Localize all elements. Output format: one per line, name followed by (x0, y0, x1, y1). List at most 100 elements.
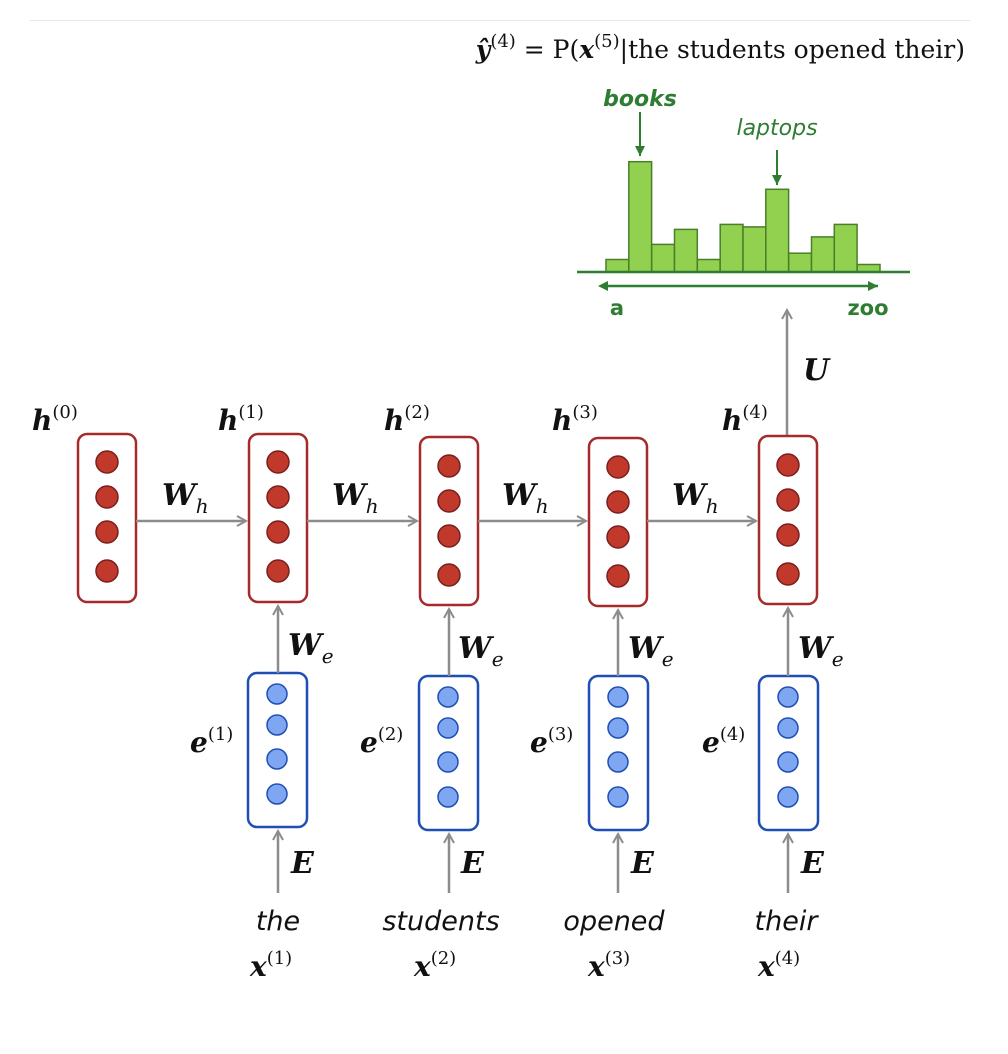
hidden-unit (606, 455, 630, 479)
equation-condition: |the students opened their) (620, 35, 965, 65)
embedding-unit (607, 686, 629, 708)
top-divider (30, 20, 970, 21)
embedding-unit (266, 714, 288, 736)
input-word-1: the (256, 906, 300, 937)
histogram-bar (833, 223, 858, 273)
hidden-unit (776, 453, 800, 477)
input-word-4: their (755, 906, 820, 937)
hidden-unit (95, 559, 119, 583)
embedding-unit (437, 686, 459, 708)
hidden-label-2: h(2) (384, 402, 430, 437)
embedding-label-1: e(1) (190, 724, 233, 759)
input-matrix-label-1: We (288, 628, 334, 668)
vocab-start-label: a (610, 296, 624, 320)
hidden-unit (606, 525, 630, 549)
hidden-state-4 (757, 434, 819, 606)
hidden-label-4: h(4) (722, 402, 768, 437)
recurrent-matrix-label-1: Wh (162, 478, 209, 518)
hidden-unit (266, 485, 290, 509)
peak-label-laptops: laptops (736, 116, 817, 141)
yhat-superscript: (4) (490, 31, 516, 52)
embedding-unit (266, 748, 288, 770)
embedding-matrix-label-4: E (800, 846, 825, 881)
histogram-bars (605, 160, 881, 273)
histogram-bar (673, 228, 699, 273)
hidden-state-3 (587, 436, 649, 608)
output-equation: ŷ(4) = P(x(5)|the students opened their) (475, 31, 965, 65)
histogram-bar (719, 223, 744, 273)
embedding-label-4: e(4) (702, 724, 745, 759)
hidden-state-0 (76, 432, 138, 604)
hidden-unit (437, 563, 461, 587)
embedding-unit (777, 717, 799, 739)
hidden-unit (266, 520, 290, 544)
input-word-3: opened (563, 906, 665, 937)
hidden-label-0: h(0) (32, 402, 78, 437)
hidden-label-1: h(1) (218, 402, 264, 437)
hidden-unit (776, 523, 800, 547)
hidden-state-box (757, 434, 819, 606)
input-label-2: x(2) (413, 948, 456, 983)
hidden-state-1 (247, 432, 309, 604)
histogram-bar (605, 258, 630, 273)
embedding-unit (266, 783, 288, 805)
input-matrix-label-3: We (628, 631, 674, 671)
x-superscript: (5) (594, 31, 620, 52)
embedding-unit (777, 686, 799, 708)
embedding-unit (607, 717, 629, 739)
embedding-unit (437, 717, 459, 739)
embedding-3 (587, 674, 650, 832)
yhat-symbol: ŷ (475, 35, 492, 64)
hidden-unit (606, 490, 630, 514)
vocab-end-label: zoo (847, 296, 888, 320)
embedding-unit (607, 751, 629, 773)
hidden-unit (437, 524, 461, 548)
hidden-unit (266, 450, 290, 474)
hidden-unit (95, 485, 119, 509)
input-matrix-label-2: We (458, 631, 504, 671)
equation-equals-p: = P( (516, 35, 579, 64)
hidden-unit (776, 562, 800, 586)
embedding-label-3: e(3) (530, 724, 573, 759)
histogram-bar (765, 188, 790, 273)
embedding-unit (607, 786, 629, 808)
recurrent-matrix-label-3: Wh (502, 478, 549, 518)
embedding-unit (266, 683, 288, 705)
histogram-bar (787, 252, 813, 273)
hidden-unit (266, 559, 290, 583)
input-label-3: x(3) (587, 948, 630, 983)
histogram-bar (696, 258, 721, 273)
hidden-state-box (247, 432, 309, 604)
hidden-unit (437, 489, 461, 513)
input-word-2: students (382, 906, 499, 937)
embedding-4 (757, 674, 820, 832)
embedding-2 (417, 674, 480, 832)
embedding-matrix-label-3: E (630, 846, 655, 881)
recurrent-matrix-label-2: Wh (332, 478, 379, 518)
embedding-unit (437, 751, 459, 773)
peak-label-books: books (603, 87, 677, 112)
hidden-unit (437, 454, 461, 478)
input-label-1: x(1) (249, 948, 292, 983)
embedding-matrix-label-2: E (460, 846, 485, 881)
output-matrix-label: U (803, 353, 831, 388)
histogram-bar (628, 160, 653, 273)
recurrent-matrix-label-4: Wh (672, 478, 719, 518)
histogram-bar (810, 236, 836, 273)
embedding-label-2: e(2) (360, 724, 403, 759)
embedding-unit (777, 751, 799, 773)
input-matrix-label-4: We (798, 631, 844, 671)
histogram-bar (742, 226, 767, 273)
hidden-label-3: h(3) (552, 402, 598, 437)
embedding-matrix-label-1: E (290, 846, 315, 881)
hidden-unit (95, 520, 119, 544)
hidden-unit (606, 564, 630, 588)
x-symbol: x (578, 35, 595, 64)
input-label-4: x(4) (757, 948, 800, 983)
hidden-state-box (76, 432, 138, 604)
embedding-unit (777, 786, 799, 808)
embedding-1 (246, 671, 309, 829)
embedding-unit (437, 786, 459, 808)
